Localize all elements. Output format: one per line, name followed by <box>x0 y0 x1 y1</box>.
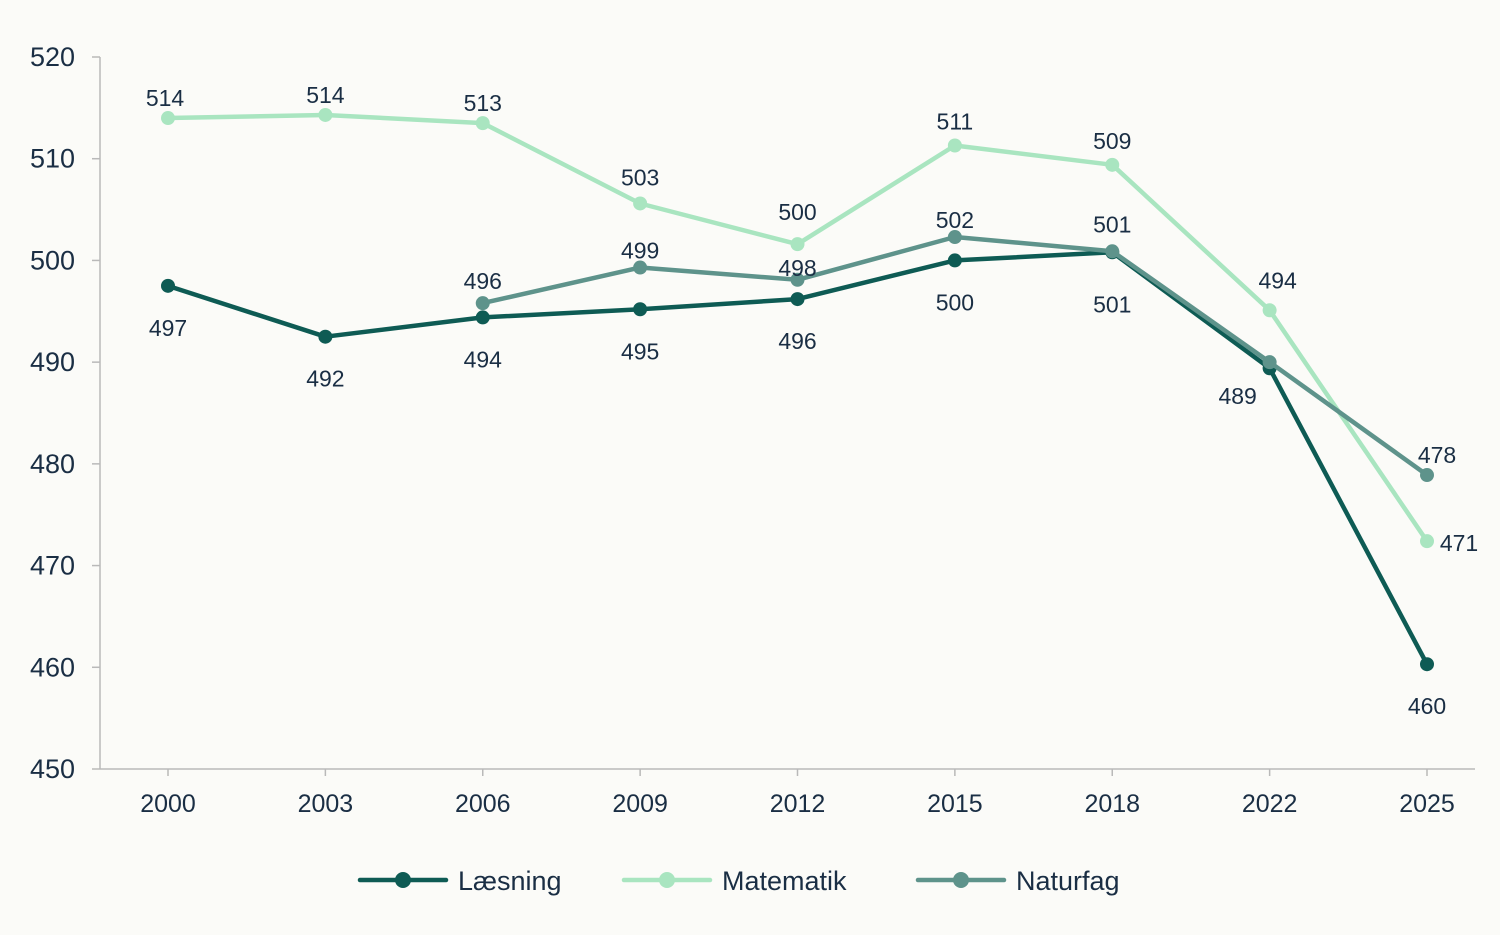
y-tick-label: 460 <box>30 652 75 682</box>
data-point <box>1105 157 1120 172</box>
data-label: 471 <box>1440 530 1478 556</box>
data-label: 489 <box>1218 383 1256 409</box>
x-tick-label: 2000 <box>140 790 196 818</box>
data-point <box>633 302 648 317</box>
x-tick-label: 2003 <box>298 790 354 818</box>
x-tick-label: 2012 <box>770 790 826 818</box>
legend-marker <box>953 872 969 888</box>
data-label: 478 <box>1418 442 1456 468</box>
data-label: 500 <box>936 289 974 315</box>
data-point <box>318 329 333 344</box>
data-label: 514 <box>146 85 185 111</box>
y-tick-label: 480 <box>30 449 75 479</box>
y-tick-label: 450 <box>30 754 75 784</box>
data-label: 494 <box>464 346 503 372</box>
data-point <box>1262 355 1277 370</box>
x-tick-label: 2022 <box>1242 790 1298 818</box>
data-label: 501 <box>1093 211 1131 237</box>
legend-label: Naturfag <box>1016 866 1120 896</box>
data-label: 499 <box>621 238 659 264</box>
legend: Læsning Matematik Naturfag <box>357 866 1120 896</box>
data-label: 460 <box>1408 693 1446 719</box>
data-label: 514 <box>306 82 345 108</box>
x-tick-label: 2009 <box>612 790 668 818</box>
data-label: 500 <box>778 199 816 225</box>
legend-marker <box>659 872 675 888</box>
data-point <box>790 272 805 287</box>
data-point <box>947 138 962 153</box>
legend-label: Matematik <box>722 866 847 896</box>
data-point <box>475 296 490 311</box>
data-point <box>1105 244 1120 259</box>
data-labels: 497 492 494 495 496 500 501 489 460 514 514 513 503 5… <box>146 82 1478 719</box>
data-label: 509 <box>1093 128 1131 154</box>
data-label: 511 <box>937 108 974 134</box>
data-label: 495 <box>621 338 659 364</box>
data-point <box>475 310 490 325</box>
data-label: 502 <box>936 207 974 233</box>
data-point <box>318 107 333 122</box>
data-point <box>161 111 175 126</box>
legend-label: Læsning <box>458 866 562 896</box>
data-point <box>633 196 648 211</box>
data-label: 497 <box>149 315 187 341</box>
data-label: 498 <box>778 255 816 281</box>
data-point <box>947 253 962 268</box>
axes: 450 460 470 480 490 500 510 520 2000 2003 2006 2009… <box>30 42 1475 818</box>
data-point <box>633 260 648 275</box>
x-tick-label: 2006 <box>455 790 511 818</box>
data-label: 492 <box>306 366 344 392</box>
data-label: 496 <box>778 328 816 354</box>
data-label: 503 <box>621 164 659 190</box>
y-tick-label: 500 <box>30 245 75 275</box>
data-point <box>161 278 175 293</box>
y-tick-label: 470 <box>30 551 75 581</box>
x-tick-label: 2018 <box>1084 790 1140 818</box>
data-label: 494 <box>1258 267 1297 293</box>
data-point <box>790 237 805 252</box>
y-tick-label: 490 <box>30 347 75 377</box>
data-point <box>1420 657 1434 672</box>
series-line-læsning <box>165 250 1430 667</box>
y-tick-label: 510 <box>30 144 75 174</box>
data-label: 513 <box>464 90 502 116</box>
data-label: 501 <box>1093 291 1131 317</box>
x-tick-label: 2015 <box>927 790 983 818</box>
data-point <box>1420 534 1434 549</box>
legend-marker <box>395 872 411 888</box>
y-tick-label: 520 <box>30 42 75 72</box>
data-point <box>1262 303 1277 318</box>
data-point <box>947 230 962 245</box>
data-point <box>475 116 490 131</box>
data-label: 496 <box>464 268 502 294</box>
data-point <box>1420 468 1434 483</box>
series-layer <box>161 107 1434 672</box>
x-tick-label: 2025 <box>1399 790 1455 818</box>
data-point <box>790 292 805 307</box>
